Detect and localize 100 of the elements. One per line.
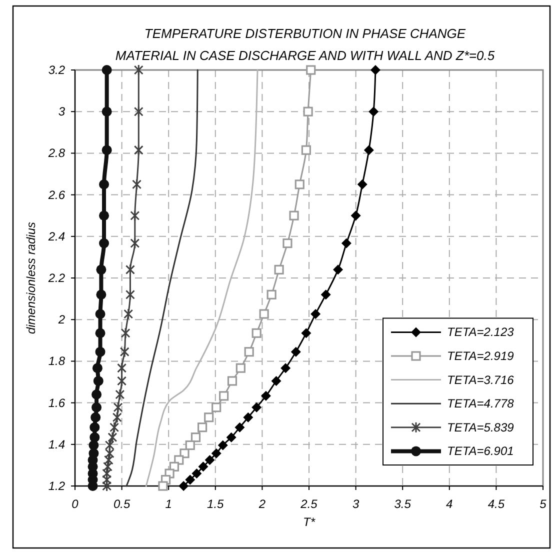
point [104, 454, 114, 466]
point [92, 402, 102, 412]
point [282, 238, 292, 248]
point [104, 439, 114, 451]
x-tick-label: 4 [446, 497, 454, 511]
y-tick-label: 1.8 [48, 354, 66, 368]
x-tick-label: 2 [258, 497, 266, 511]
point [185, 474, 196, 485]
point [301, 145, 311, 155]
point [370, 65, 380, 75]
point [113, 402, 123, 414]
point [185, 440, 195, 450]
y-tick-label: 2.8 [47, 146, 66, 160]
legend-label: TETA=6.901 [447, 444, 514, 458]
legend-label: TETA=4.778 [447, 396, 514, 411]
y-tick-label: 1.4 [48, 437, 66, 452]
y-tick-label: 3.2 [48, 63, 66, 77]
point [357, 179, 368, 190]
point [226, 432, 236, 442]
point [102, 65, 112, 75]
x-tick-label: 1.5 [207, 497, 224, 511]
point [112, 412, 122, 424]
point [310, 308, 321, 319]
point [271, 376, 282, 386]
point [102, 145, 112, 156]
point [259, 309, 269, 319]
legend-label: TETA=2.123 [447, 325, 514, 340]
point [211, 448, 222, 458]
point [266, 290, 276, 300]
y-tick-label: 2.6 [47, 188, 66, 202]
point [244, 347, 254, 357]
point [93, 376, 104, 386]
chart-title: TEMPERATURE DISTERBUTION IN PHASE CHANGE MATERIAL IN CASE DISCHARGE AND WITH WALL AND Z*=0.5 [115, 26, 496, 63]
point [294, 180, 304, 190]
point [95, 308, 106, 319]
point [234, 422, 245, 432]
point [88, 481, 98, 491]
point [95, 328, 106, 338]
y-axis-title: dimensionless radius [24, 222, 38, 334]
point [219, 391, 229, 401]
y-tick-label: 1.2 [48, 479, 66, 493]
point [218, 440, 228, 450]
x-tick-label: 0 [72, 497, 79, 511]
point [252, 328, 262, 338]
point [204, 412, 214, 422]
point [198, 462, 208, 472]
point [368, 106, 379, 117]
point [158, 481, 168, 491]
point [274, 264, 284, 274]
y-tick-label: 2.4 [47, 229, 66, 244]
point [92, 389, 102, 400]
point [104, 448, 114, 460]
x-tick-label: 4.5 [488, 497, 505, 511]
point [110, 422, 120, 434]
point [236, 363, 246, 373]
point [212, 402, 222, 412]
x-tick-label: 3 [352, 497, 360, 511]
point [130, 210, 140, 222]
point [243, 412, 254, 422]
point [108, 432, 118, 444]
point [124, 308, 134, 320]
point [96, 290, 106, 300]
point [290, 346, 301, 357]
y-tick-label: 2.2 [47, 271, 66, 285]
point [178, 481, 189, 491]
point [99, 179, 110, 190]
point [252, 402, 262, 412]
point [120, 327, 130, 339]
point [130, 238, 140, 250]
point [303, 106, 313, 116]
point [96, 264, 106, 275]
x-tick-label: 1 [165, 497, 172, 511]
point [120, 346, 130, 358]
point [117, 362, 127, 374]
point [190, 432, 201, 442]
point [227, 376, 238, 386]
point [134, 106, 144, 118]
point [103, 460, 113, 472]
point [364, 145, 374, 156]
legend-label: TETA=3.716 [447, 372, 514, 387]
point [134, 144, 144, 156]
point [192, 468, 202, 479]
y-tick-label: 3 [58, 104, 66, 119]
point [306, 65, 316, 75]
point [102, 480, 112, 492]
x-tick-label: 3.5 [394, 497, 412, 511]
point [125, 264, 135, 276]
legend-label: TETA=2.919 [447, 349, 514, 363]
point [125, 288, 135, 300]
x-tick-label: 2.5 [300, 497, 318, 511]
point [90, 412, 101, 422]
point [90, 422, 100, 432]
point [134, 64, 144, 76]
point [260, 390, 271, 401]
point [341, 238, 352, 248]
y-tick-label: 2 [57, 312, 66, 327]
point [301, 328, 312, 338]
x-tick-label: 0.5 [113, 497, 130, 511]
line-series [126, 69, 198, 487]
y-tick-label: 1.6 [48, 396, 66, 410]
